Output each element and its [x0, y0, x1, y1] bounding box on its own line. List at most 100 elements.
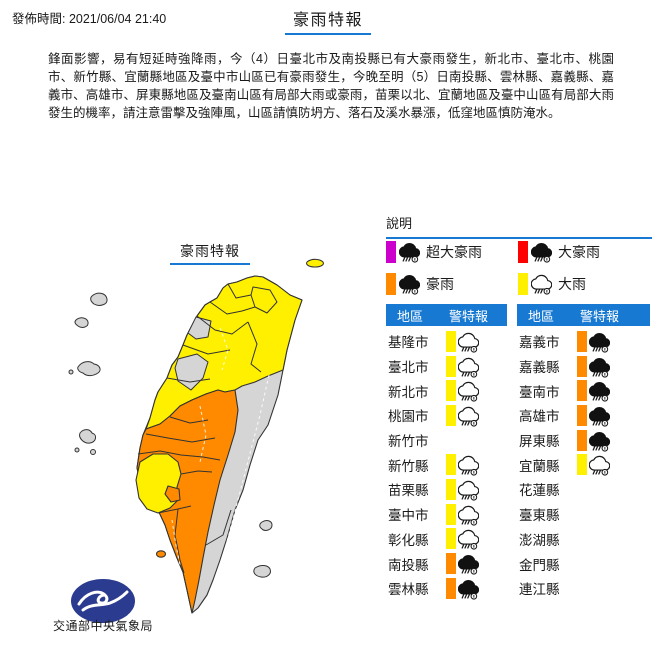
map-title-wrap: 豪雨特報	[140, 241, 280, 265]
legend: 超大豪雨 大豪雨 豪雨 大雨	[386, 239, 654, 296]
township-dash	[199, 405, 207, 463]
dark-rain-cloud-icon	[399, 242, 420, 263]
township-dash	[221, 374, 270, 561]
light-rain-cloud-icon	[589, 456, 610, 476]
region-row: 臺東縣	[517, 502, 650, 527]
region-row: 高雄市	[517, 403, 650, 428]
warning-icon-group	[577, 453, 610, 476]
island-kinmen	[77, 361, 101, 377]
region-name: 臺中市	[388, 508, 429, 524]
county-border	[196, 315, 249, 335]
region-row: 嘉義縣	[517, 354, 650, 379]
warning-level-swatch	[446, 355, 456, 377]
warning-icon-group	[446, 552, 479, 575]
region-row: 新竹縣	[386, 452, 507, 477]
region-column-header: 地區	[397, 308, 424, 324]
light-rain-cloud-icon	[531, 274, 552, 295]
warning-level-swatch	[446, 503, 456, 525]
warning-level-swatch	[577, 429, 587, 451]
region-name: 臺南市	[519, 384, 560, 400]
light-rain-cloud-icon	[458, 357, 479, 378]
light-rain-cloud-icon	[458, 456, 479, 476]
region-name: 新竹市	[388, 434, 429, 450]
warning-level-swatch	[577, 380, 587, 402]
legend-item: 大雨	[518, 271, 654, 296]
region-row: 基隆市	[386, 329, 507, 354]
region-name: 苗栗縣	[388, 483, 429, 499]
legend-swatch	[386, 272, 396, 295]
warning-icon-group	[577, 379, 610, 402]
region-row: 屏東縣	[517, 428, 650, 453]
region-name: 嘉義縣	[519, 360, 560, 376]
warning-level-swatch	[446, 454, 456, 476]
dark-rain-cloud-icon	[589, 357, 610, 378]
warning-icon-group	[577, 429, 610, 452]
region-row: 連江縣	[517, 576, 650, 601]
light-rain-cloud-icon	[458, 406, 479, 427]
map-title: 豪雨特報	[170, 241, 250, 265]
warning-level-swatch	[446, 404, 456, 426]
table-body: 基隆市 臺北市 新北市桃園市新竹市新竹縣苗栗縣臺中市彰化縣 南投縣雲林縣	[386, 329, 507, 601]
region-row: 雲林縣	[386, 576, 507, 601]
warning-level-swatch	[577, 330, 587, 352]
page-title: 豪雨特報	[284, 6, 371, 35]
region-name: 桃園市	[388, 409, 429, 425]
legend-swatch	[518, 240, 528, 263]
light-rain-cloud-icon	[458, 505, 479, 526]
region-name: 新竹縣	[388, 458, 429, 474]
warning-column-header: 警特報	[580, 308, 620, 324]
map-region-southwest-plain-heavy-rain	[135, 453, 182, 514]
county-border	[145, 433, 216, 443]
region-name: 臺東縣	[519, 508, 560, 524]
region-row: 彰化縣	[386, 527, 507, 552]
county-border	[137, 450, 221, 461]
region-row: 新北市	[386, 378, 507, 403]
warning-icon-group	[446, 355, 479, 378]
legend-swatch	[386, 240, 396, 263]
region-row: 嘉義市	[517, 329, 650, 354]
light-rain-cloud-icon	[458, 530, 479, 550]
county-border	[182, 344, 231, 355]
legend-label: 豪雨	[426, 275, 454, 292]
warning-icon-group	[446, 404, 479, 427]
county-border	[205, 509, 232, 546]
region-column-header: 地區	[528, 308, 555, 324]
legend-heading: 說明	[386, 213, 652, 239]
light-rain-cloud-icon	[458, 382, 479, 402]
dark-rain-cloud-icon	[458, 579, 479, 600]
legend-item: 大豪雨	[518, 239, 654, 264]
region-row: 新竹市	[386, 428, 507, 453]
region-row: 臺北市	[386, 354, 507, 379]
warning-level-swatch	[446, 577, 456, 599]
region-name: 金門縣	[519, 557, 560, 573]
warning-level-swatch	[446, 553, 456, 575]
region-name: 宜蘭縣	[519, 458, 560, 474]
dark-rain-cloud-icon	[589, 406, 610, 427]
region-row: 花蓮縣	[517, 477, 650, 502]
dark-rain-cloud-icon	[589, 382, 610, 402]
warning-table-right: 地區 警特報 嘉義市嘉義縣臺南市高雄市 屏東縣宜蘭縣花蓮縣臺東縣澎湖縣金門縣連江縣	[517, 304, 650, 601]
dark-rain-cloud-icon	[589, 332, 610, 353]
warning-level-swatch	[446, 380, 456, 402]
region-row: 宜蘭縣	[517, 452, 650, 477]
light-rain-cloud-icon	[458, 332, 479, 353]
island-kinmen-islet	[68, 369, 74, 375]
table-header: 地區 警特報	[517, 304, 650, 326]
county-border	[169, 416, 209, 424]
warning-icon-group	[577, 404, 610, 427]
warning-icon-group	[446, 577, 479, 600]
county-border	[180, 470, 213, 475]
township-dash	[219, 327, 229, 371]
map-region-hsinchu-city-gray	[187, 316, 212, 340]
region-row: 南投縣	[386, 551, 507, 576]
warning-table-left: 地區 警特報 基隆市 臺北市 新北市 桃園市 新竹市 新竹縣 苗栗縣 臺中市 彰化縣 南投縣 雲林縣	[386, 304, 507, 601]
island-matsu	[90, 292, 108, 306]
table-body: 嘉義市嘉義縣臺南市高雄市 屏東縣宜蘭縣花蓮縣臺東縣澎湖縣金門縣連江縣	[517, 329, 650, 601]
legend-label: 大豪雨	[558, 243, 600, 260]
township-dash	[171, 519, 181, 566]
region-name: 雲林縣	[388, 582, 429, 598]
region-row: 澎湖縣	[517, 527, 650, 552]
map-region-enclave-orange-notch	[164, 485, 181, 503]
region-row: 臺中市	[386, 502, 507, 527]
legend-item: 豪雨	[386, 271, 518, 296]
